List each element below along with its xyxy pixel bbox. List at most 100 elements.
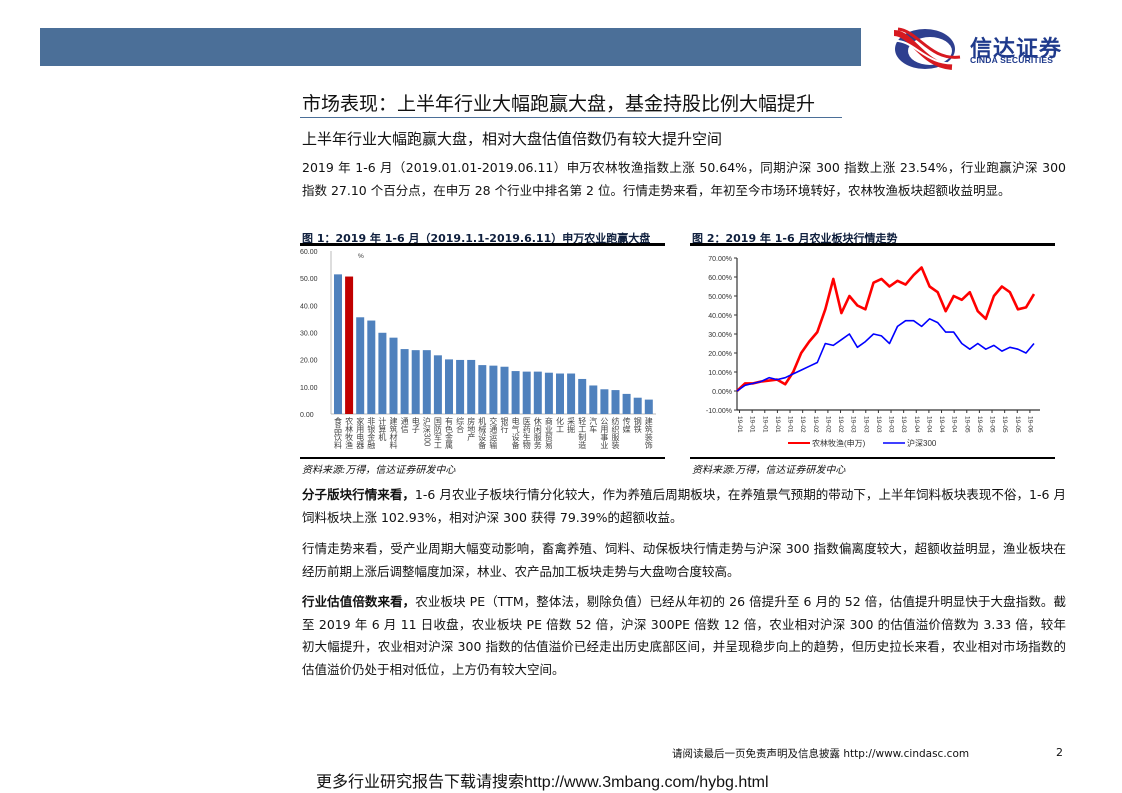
line-x-tick: 19-02: [799, 416, 806, 433]
bar-category-label: 建筑材料: [389, 416, 398, 450]
bar-category-label: 医药生物: [522, 417, 531, 450]
figure1-title: 图 1：2019 年 1-6 月（2019.1.1-2019.6.11）申万农业…: [302, 232, 651, 245]
bar: [600, 389, 609, 414]
bar-y-unit: %: [358, 253, 364, 260]
paragraph-subsector-body: 1-6 月农业子板块行情分化较大，作为养殖后周期板块，在养殖景气预期的带动下，上…: [302, 487, 1066, 525]
bar-category-label: 食品饮料: [334, 416, 343, 450]
bar-y-tick: 50.00: [300, 276, 318, 283]
bar: [556, 373, 564, 414]
paragraph-valuation-body: 农业板块 PE（TTM，整体法，剔除负值）已经从年初的 26 倍提升至 6 月的…: [302, 594, 1066, 677]
line-series-1: [736, 318, 1035, 392]
line-x-tick: 19-04: [938, 416, 945, 433]
line-x-tick: 19-02: [824, 416, 831, 433]
bar-category-label: 电子: [411, 416, 420, 433]
line-y-tick: 70.00%: [708, 256, 732, 263]
bar-category-label: 房地产: [467, 416, 476, 442]
bar: [544, 372, 553, 414]
bar-category-label: 化工: [556, 416, 565, 433]
line-x-tick: 19-03: [900, 416, 907, 433]
bar: [411, 350, 420, 414]
logo-text-en: CINDA SECURITIES: [970, 55, 1054, 65]
download-banner[interactable]: 更多行业研究报告下载请搜索http://www.3mbang.com/hybg.…: [316, 774, 769, 791]
paragraph-trend: 行情走势来看，受产业周期大幅变动影响，畜禽养殖、饲料、动保板块行情走势与沪深 3…: [302, 541, 1066, 579]
bar: [644, 399, 653, 414]
bar: [400, 349, 409, 414]
bar-category-label: 沪深300: [422, 416, 431, 447]
bar: [356, 317, 365, 414]
bar: [367, 320, 376, 414]
line-x-tick: 19-04: [951, 416, 958, 433]
bar-category-label: 休闲服务: [533, 416, 542, 450]
paragraph-subsector: 分子版块行情来看，1-6 月农业子板块行情分化较大，作为养殖后周期板块，在养殖景…: [302, 484, 1066, 529]
bar-category-label: 银行: [500, 416, 509, 434]
legend-label-agri: 农林牧渔(申万): [812, 438, 866, 448]
line-y-tick: 0.00%: [712, 389, 732, 396]
bar: [478, 365, 487, 414]
bar-y-tick: 60.00: [300, 249, 318, 256]
bar-category-label: 纺织服装: [611, 416, 620, 450]
bar-category-label: 交通运输: [489, 416, 498, 450]
bar-category-label: 农林牧渔: [345, 416, 354, 449]
bar-category-label: 建筑装饰: [644, 416, 653, 450]
line-x-tick: 19-05: [1001, 416, 1008, 433]
bar: [345, 276, 354, 414]
bar: [567, 373, 576, 414]
line-y-tick: 60.00%: [708, 275, 732, 282]
line-chart: -10.00% 0.00% 10.00% 20.00% 30.00% 40.00% 50.0…: [706, 256, 1040, 448]
bar: [633, 397, 642, 414]
bar-y-tick: 40.00: [300, 303, 318, 310]
bar-category-label: 汽车: [589, 416, 598, 434]
header-bar: [40, 28, 861, 66]
figure1-top-rule: [300, 243, 665, 246]
line-x-tick: 19-03: [862, 416, 869, 433]
line-x-tick: 19-05: [963, 416, 970, 433]
bar-category-label: 计算机: [378, 416, 387, 442]
bar-category-label: 采掘: [567, 416, 576, 434]
bar: [433, 355, 442, 414]
bar-category-label: 有色金属: [445, 416, 454, 450]
bar: [522, 371, 531, 414]
line-y-tick: 30.00%: [708, 332, 732, 339]
line-x-tick: 19-01: [761, 416, 768, 433]
bar: [389, 337, 398, 414]
paragraph-market-performance: 2019 年 1-6 月（2019.01.01-2019.06.11）申万农林牧…: [302, 160, 1066, 198]
figure2-title: 图 2：2019 年 1-6 月农业板块行情走势: [692, 232, 898, 245]
line-x-tick: 19-03: [875, 416, 882, 433]
bar-category-label: 公用事业: [600, 417, 609, 449]
line-x-tick: 19-05: [989, 416, 996, 433]
figure2-top-rule: [690, 243, 1055, 246]
section-subtitle: 上半年行业大幅跑赢大盘，相对大盘估值倍数仍有较大提升空间: [302, 130, 723, 148]
bar-category-label: 通信: [400, 416, 409, 434]
figure2-bottom-rule: [690, 457, 1055, 459]
line-y-tick: 40.00%: [708, 313, 732, 320]
bar: [489, 365, 498, 414]
line-y-tick: 10.00%: [708, 370, 732, 377]
line-y-tick: 20.00%: [708, 351, 732, 358]
bar-category-label: 机械设备: [478, 416, 487, 450]
line-series-0: [736, 266, 1036, 392]
bar-category-label: 轻工制造: [578, 416, 587, 450]
bar: [578, 378, 587, 414]
figure2-source: 资料来源:万得，信达证券研发中心: [692, 465, 846, 476]
bar: [378, 332, 387, 414]
section-title: 市场表现：上半年行业大幅跑赢大盘，基金持股比例大幅提升: [302, 93, 816, 115]
paragraph-valuation: 行业估值倍数来看，农业板块 PE（TTM，整体法，剔除负值）已经从年初的 26 …: [302, 591, 1066, 681]
bar-category-label: 非银金融: [367, 416, 376, 450]
bar-category-label: 家用电器: [356, 416, 365, 450]
line-x-tick: 19-01: [736, 416, 743, 433]
line-x-tick: 19-01: [749, 416, 756, 433]
paragraph-subsector-lead: 分子版块行情来看，: [302, 487, 415, 502]
bar-chart: 0.00 10.00 20.00 30.00 40.00 50.00 60.00% 食品饮料农…: [300, 249, 656, 450]
legend-label-hs300: 沪深300: [907, 438, 937, 448]
bar-category-label: 国防军工: [433, 417, 442, 449]
line-x-tick: 19-01: [774, 416, 781, 433]
bar-y-tick: 0.00: [300, 412, 314, 419]
cinda-logo-icon: [893, 27, 961, 70]
bar-category-label: 传媒: [622, 416, 631, 434]
bar-category-label: 电气设备: [511, 416, 520, 450]
line-x-tick: 19-02: [837, 416, 844, 433]
bar: [467, 359, 476, 414]
line-x-tick: 19-03: [850, 416, 857, 433]
figure1-source: 资料来源:万得，信达证券研发中心: [302, 465, 456, 476]
footer-disclaimer: 请阅读最后一页免责声明及信息披露 http://www.cindasc.com: [672, 748, 970, 760]
